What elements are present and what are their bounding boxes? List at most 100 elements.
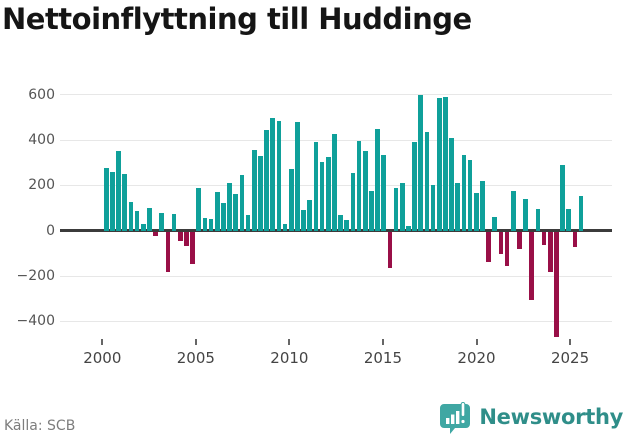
bar xyxy=(492,216,498,231)
gridline xyxy=(60,94,612,96)
bar xyxy=(202,218,208,231)
bar xyxy=(153,232,158,236)
bar xyxy=(239,175,245,231)
bar xyxy=(393,187,399,231)
bar xyxy=(510,191,516,231)
bar xyxy=(523,198,528,231)
y-axis-label: −400 xyxy=(16,313,55,330)
bar xyxy=(276,120,282,231)
x-axis-tick xyxy=(101,339,104,345)
bar xyxy=(517,232,522,250)
bar xyxy=(572,232,578,248)
x-axis-label: 2005 xyxy=(176,349,215,367)
bar xyxy=(177,232,183,242)
bar xyxy=(110,171,115,231)
gridline xyxy=(60,320,612,322)
bar xyxy=(449,137,454,231)
gridline xyxy=(60,275,612,277)
bar xyxy=(332,134,337,231)
x-axis-tick xyxy=(288,339,291,345)
bar xyxy=(319,161,325,231)
bar xyxy=(116,151,121,231)
bar xyxy=(436,98,442,231)
newsworthy-logo: Newsworthy xyxy=(439,400,623,434)
x-axis-label: 2025 xyxy=(550,349,590,367)
bar xyxy=(375,128,380,231)
x-axis-label: 2020 xyxy=(457,349,496,367)
bar xyxy=(344,220,350,231)
bar xyxy=(245,214,251,231)
bar xyxy=(214,192,220,231)
bar xyxy=(122,174,128,231)
bar xyxy=(184,232,189,246)
bar xyxy=(467,160,473,231)
bar xyxy=(165,232,171,272)
bar xyxy=(301,210,306,231)
y-axis-label: 0 xyxy=(46,222,55,239)
bar xyxy=(208,219,214,231)
bar xyxy=(473,193,479,231)
bar xyxy=(560,164,565,231)
bar xyxy=(547,232,553,272)
bar xyxy=(498,232,504,254)
bar xyxy=(325,157,331,231)
bar xyxy=(134,211,140,231)
x-axis-label: 2010 xyxy=(270,349,309,367)
bar xyxy=(504,232,510,267)
x-axis-tick xyxy=(381,339,384,345)
bar xyxy=(424,132,430,231)
bar xyxy=(529,232,535,301)
y-axis-label: 400 xyxy=(28,132,55,149)
x-axis-tick xyxy=(475,339,478,345)
bar xyxy=(140,223,146,231)
bar xyxy=(307,200,313,231)
bar xyxy=(295,121,300,231)
bar xyxy=(455,183,461,231)
bar xyxy=(486,232,491,262)
bar xyxy=(381,154,387,231)
bar xyxy=(480,180,485,231)
source-label: Källa: SCB xyxy=(4,418,76,434)
bar xyxy=(190,232,195,264)
y-axis-label: 200 xyxy=(28,177,55,194)
bar xyxy=(418,94,424,231)
bar xyxy=(251,150,257,231)
bar xyxy=(430,185,436,231)
bar xyxy=(288,169,294,231)
bar xyxy=(264,129,269,231)
bar xyxy=(461,154,467,231)
bar xyxy=(282,223,288,231)
bar xyxy=(128,202,134,231)
x-axis-label: 2015 xyxy=(363,349,403,367)
bar xyxy=(196,187,202,231)
bar xyxy=(270,118,276,231)
y-axis-label: 600 xyxy=(28,86,55,103)
x-axis-tick xyxy=(569,339,572,345)
bar xyxy=(535,209,541,231)
bar xyxy=(104,168,109,231)
bar xyxy=(387,232,393,269)
chart-title: Nettoinflyttning till Huddinge xyxy=(2,2,472,36)
bar xyxy=(566,208,572,231)
bar xyxy=(350,172,356,231)
bar xyxy=(356,141,362,231)
bar xyxy=(147,208,152,231)
bar xyxy=(578,196,584,231)
zero-line xyxy=(60,229,612,233)
bar xyxy=(412,142,417,231)
bar xyxy=(221,203,226,231)
bar xyxy=(369,191,374,231)
plot-area: 600 400 200 0 −200 −400 2000 2005 2010 2015 2020 20… xyxy=(16,86,612,367)
y-axis-label: −200 xyxy=(16,268,55,285)
bar xyxy=(554,232,559,338)
bar xyxy=(399,183,405,231)
x-axis-tick xyxy=(194,339,197,345)
bar xyxy=(233,194,239,231)
bar xyxy=(362,151,368,231)
bar xyxy=(159,212,165,231)
bar xyxy=(258,155,263,231)
brand-name: Newsworthy xyxy=(479,405,623,429)
bar xyxy=(338,214,343,231)
x-axis-label: 2000 xyxy=(83,349,122,367)
bar xyxy=(406,226,411,231)
